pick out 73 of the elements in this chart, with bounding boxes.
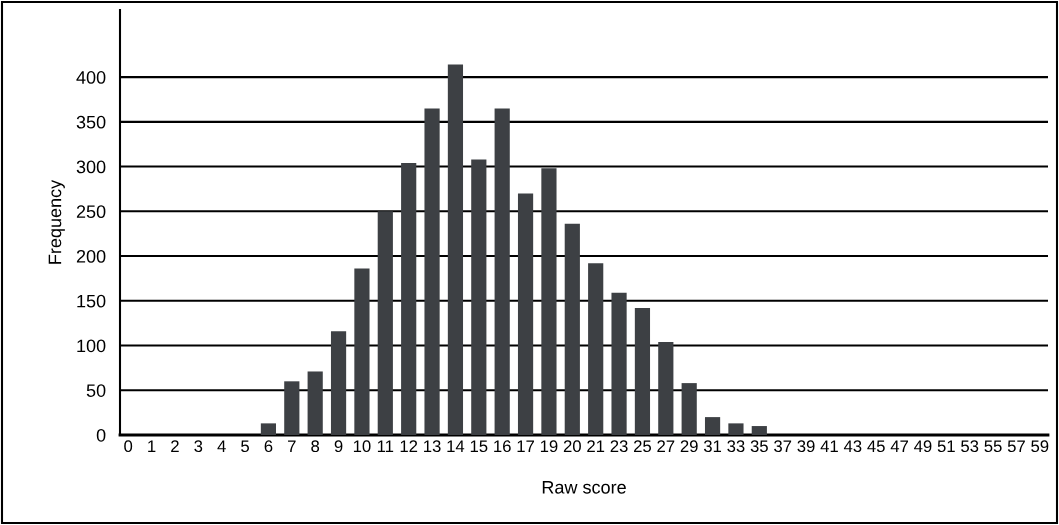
bar (751, 426, 767, 435)
bar (611, 292, 627, 435)
bar (494, 108, 510, 435)
bar (564, 223, 580, 435)
x-tick-label: 45 (867, 440, 885, 453)
x-tick-label: 31 (703, 440, 722, 453)
x-tick-label: 53 (961, 440, 979, 453)
y-tick-label: 350 (76, 115, 106, 129)
x-tick-label: 3 (194, 440, 203, 453)
x-tick-label: 9 (334, 440, 343, 453)
x-tick-label: 6 (264, 440, 273, 453)
x-tick-label: 20 (563, 440, 581, 453)
y-tick-label: 0 (96, 428, 106, 442)
bar (330, 331, 347, 435)
x-tick-label: 23 (610, 440, 628, 453)
bar (471, 159, 487, 435)
x-tick-label: 51 (937, 440, 955, 453)
x-axis-title: Raw score (542, 481, 626, 494)
x-tick-label: 33 (727, 440, 745, 453)
bar (588, 263, 604, 435)
y-tick-label: 300 (76, 160, 106, 174)
x-tick-label: 13 (424, 440, 441, 453)
bar (517, 193, 534, 435)
x-tick-label: 27 (657, 440, 675, 452)
bar (681, 383, 697, 435)
y-axis-title: Frequency (48, 179, 65, 264)
x-tick-label: 12 (400, 440, 418, 452)
x-tick-label: 4 (217, 440, 226, 452)
y-tick-label: 250 (76, 205, 106, 219)
x-tick-label: 59 (1031, 440, 1049, 453)
bar (260, 423, 277, 435)
bar (704, 417, 721, 435)
x-tick-label: 1 (148, 440, 156, 452)
bar (377, 211, 393, 435)
x-tick-label: 2 (171, 440, 179, 452)
x-tick-label: 49 (914, 440, 932, 453)
x-tick-label: 39 (797, 440, 815, 453)
bar (634, 307, 651, 435)
y-tick-label: 400 (76, 71, 106, 84)
bar (728, 423, 744, 435)
x-tick-label: 37 (774, 440, 792, 453)
y-tick-label: 150 (77, 294, 106, 308)
x-tick-label: 14 (447, 440, 465, 452)
x-tick-label: 21 (587, 440, 605, 452)
x-tick-label: 55 (984, 440, 1002, 453)
bar (447, 64, 464, 435)
x-tick-label: 35 (750, 440, 768, 453)
x-tick-label: 43 (843, 440, 862, 453)
x-tick-label: 25 (634, 440, 652, 453)
x-tick-label: 15 (470, 440, 488, 453)
x-tick-label: 47 (890, 440, 908, 452)
x-tick-label: 19 (540, 440, 558, 453)
bar (541, 168, 557, 435)
x-tick-label: 7 (288, 440, 296, 452)
bar (424, 108, 440, 435)
x-tick-label: 41 (820, 440, 838, 452)
x-tick-label: 16 (494, 440, 511, 453)
x-tick-label: 11 (377, 440, 394, 452)
x-tick-label: 10 (353, 440, 371, 453)
y-tick-label: 200 (76, 249, 106, 263)
bar (284, 381, 300, 435)
bar (307, 371, 323, 435)
y-tick-label: 50 (86, 384, 106, 397)
bar (658, 341, 674, 435)
y-tick-label: 100 (77, 339, 106, 353)
x-tick-label: 0 (124, 440, 133, 453)
x-tick-label: 5 (241, 440, 249, 453)
x-tick-label: 17 (517, 440, 534, 452)
x-tick-label: 29 (680, 440, 698, 453)
bar (401, 163, 417, 435)
x-tick-label: 8 (311, 440, 320, 453)
bar (354, 268, 370, 435)
x-tick-label: 57 (1007, 440, 1025, 453)
